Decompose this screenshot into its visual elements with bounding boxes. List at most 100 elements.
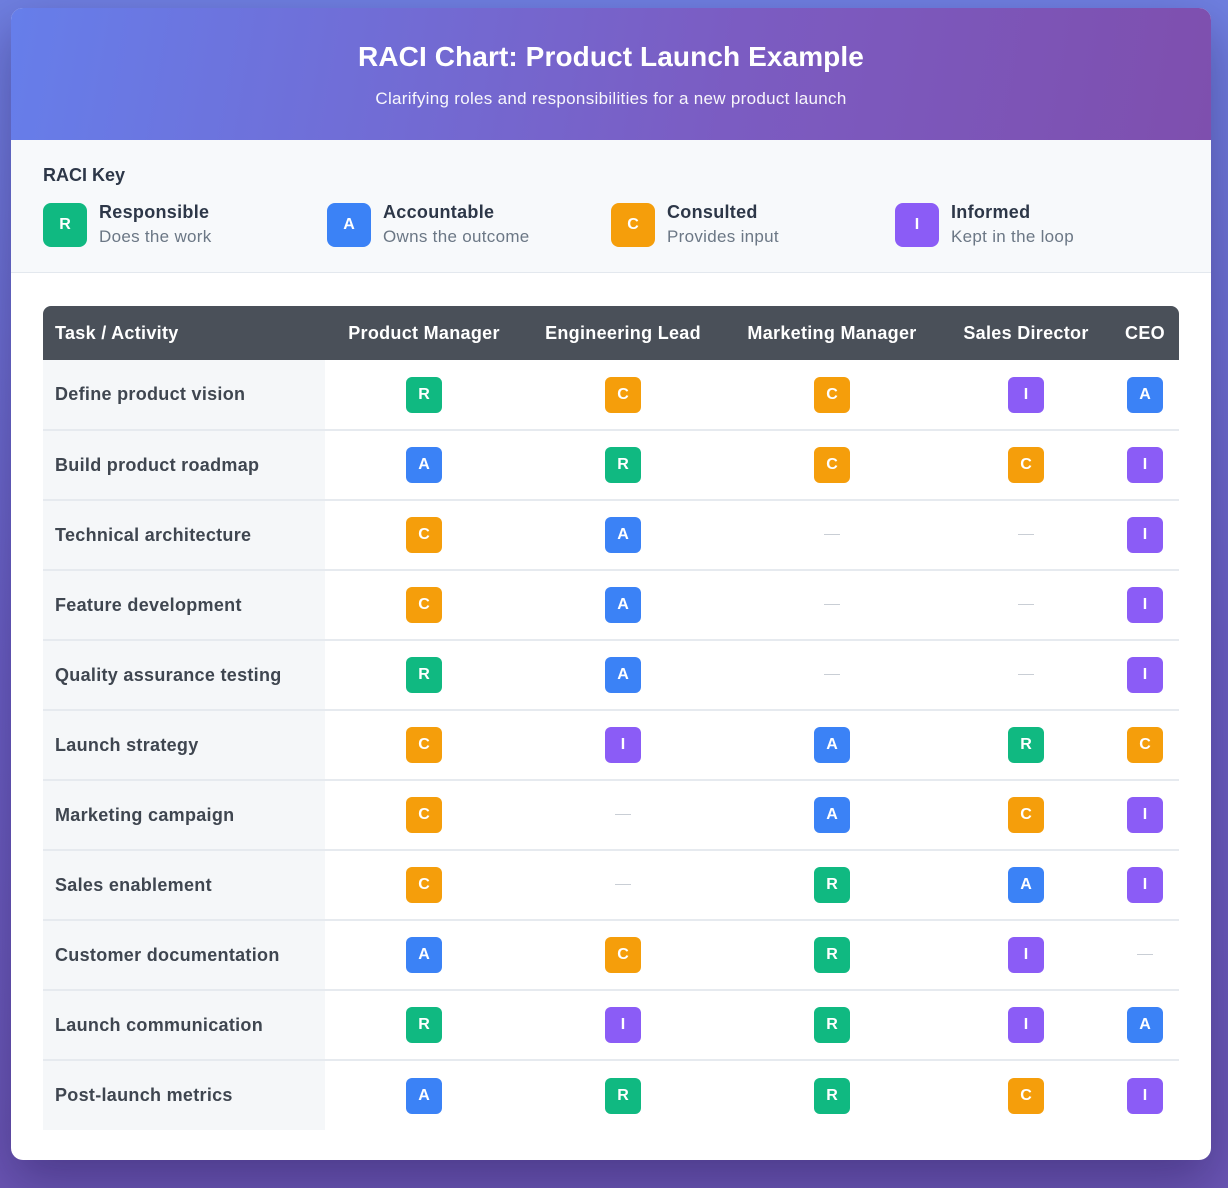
role-cell: C [941, 430, 1111, 500]
role-badge-a: A [605, 517, 641, 553]
role-badge-r: R [605, 447, 641, 483]
role-badge-a: A [814, 727, 850, 763]
key-badge-i: I [895, 202, 939, 247]
role-badge-c: C [1008, 447, 1044, 483]
role-badge-c: C [1008, 1077, 1044, 1114]
role-badge-c: C [605, 376, 641, 413]
role-badge-a: A [1127, 1007, 1163, 1043]
role-cell: I [1111, 500, 1179, 570]
raci-key: RACI Key R Responsible Does the work A A… [11, 140, 1211, 273]
table-row: Feature development C A I [43, 570, 1179, 640]
empty-role-dash [1018, 604, 1034, 606]
role-badge-i: I [1127, 517, 1163, 553]
raci-key-items: R Responsible Does the work A Accountabl… [43, 202, 1179, 247]
role-badge-a: A [605, 657, 641, 693]
role-cell: I [523, 990, 723, 1060]
role-badge-c: C [406, 587, 442, 623]
role-badge-c: C [406, 797, 442, 833]
task-name: Quality assurance testing [43, 640, 325, 710]
role-badge-a: A [406, 1077, 442, 1114]
task-name: Feature development [43, 570, 325, 640]
role-cell: I [1111, 640, 1179, 710]
role-cell [523, 850, 723, 920]
role-cell: C [523, 360, 723, 430]
key-desc: Does the work [99, 227, 212, 246]
role-badge-i: I [1127, 1077, 1163, 1114]
role-cell: R [325, 360, 523, 430]
table-row: Launch communication R I R I A [43, 990, 1179, 1060]
role-badge-i: I [605, 1007, 641, 1043]
role-cell [941, 640, 1111, 710]
column-header-task: Task / Activity [55, 322, 179, 343]
table-row: Marketing campaign C A C I [43, 780, 1179, 850]
empty-role-dash [824, 534, 840, 536]
empty-role-dash [824, 674, 840, 676]
table-row: Quality assurance testing R A I [43, 640, 1179, 710]
key-desc: Kept in the loop [951, 227, 1074, 246]
key-item-responsible: R Responsible Does the work [43, 202, 327, 247]
key-name: Informed [951, 202, 1031, 222]
role-cell: I [941, 360, 1111, 430]
role-badge-r: R [605, 1077, 641, 1114]
raci-key-title: RACI Key [43, 165, 126, 185]
role-cell: C [1111, 710, 1179, 780]
role-cell: R [523, 430, 723, 500]
role-cell: A [523, 500, 723, 570]
role-cell: I [523, 710, 723, 780]
table-row: Technical architecture C A I [43, 500, 1179, 570]
role-cell: I [1111, 1060, 1179, 1130]
role-badge-c: C [406, 727, 442, 763]
role-badge-i: I [1127, 447, 1163, 483]
role-badge-i: I [1127, 867, 1163, 903]
role-badge-r: R [814, 867, 850, 903]
empty-role-dash [615, 884, 631, 886]
empty-role-dash [1018, 534, 1034, 536]
role-badge-c: C [1127, 727, 1163, 763]
role-badge-a: A [406, 447, 442, 483]
role-badge-a: A [605, 587, 641, 623]
column-header-ceo: CEO [1125, 322, 1165, 343]
role-cell: R [723, 1060, 941, 1130]
page-title: RACI Chart: Product Launch Example [358, 41, 864, 72]
role-cell: C [325, 500, 523, 570]
role-cell [723, 640, 941, 710]
role-cell: R [941, 710, 1111, 780]
role-badge-a: A [1008, 867, 1044, 903]
key-name: Responsible [99, 202, 210, 222]
role-badge-a: A [1127, 376, 1163, 413]
role-badge-r: R [814, 1077, 850, 1114]
raci-card: RACI Chart: Product Launch Example Clari… [11, 8, 1211, 1160]
key-badge-a: A [327, 202, 371, 247]
role-cell: I [1111, 570, 1179, 640]
empty-role-dash [615, 814, 631, 816]
role-badge-r: R [814, 937, 850, 973]
column-header-sales-director: Sales Director [963, 322, 1089, 343]
key-name: Accountable [383, 202, 495, 222]
role-cell: C [523, 920, 723, 990]
role-cell: C [941, 780, 1111, 850]
task-name: Post-launch metrics [43, 1060, 325, 1130]
role-cell: I [1111, 780, 1179, 850]
role-cell: C [325, 850, 523, 920]
table-row: Post-launch metrics A R R C I [43, 1060, 1179, 1130]
role-badge-c: C [814, 376, 850, 413]
role-cell: I [941, 990, 1111, 1060]
role-cell: C [325, 780, 523, 850]
role-badge-r: R [406, 657, 442, 693]
role-badge-c: C [406, 867, 442, 903]
role-cell: A [523, 570, 723, 640]
role-cell: R [723, 990, 941, 1060]
empty-role-dash [1018, 674, 1034, 676]
role-badge-i: I [605, 727, 641, 763]
role-cell: A [1111, 360, 1179, 430]
key-name: Consulted [667, 202, 758, 222]
role-badge-r: R [406, 376, 442, 413]
column-header-product-manager: Product Manager [348, 322, 500, 343]
role-badge-c: C [406, 517, 442, 553]
role-cell [523, 780, 723, 850]
role-badge-c: C [1008, 797, 1044, 833]
role-cell: I [1111, 430, 1179, 500]
table-header: Task / Activity Product Manager Engineer… [43, 306, 1179, 360]
role-badge-i: I [1008, 937, 1044, 973]
role-cell: A [723, 780, 941, 850]
